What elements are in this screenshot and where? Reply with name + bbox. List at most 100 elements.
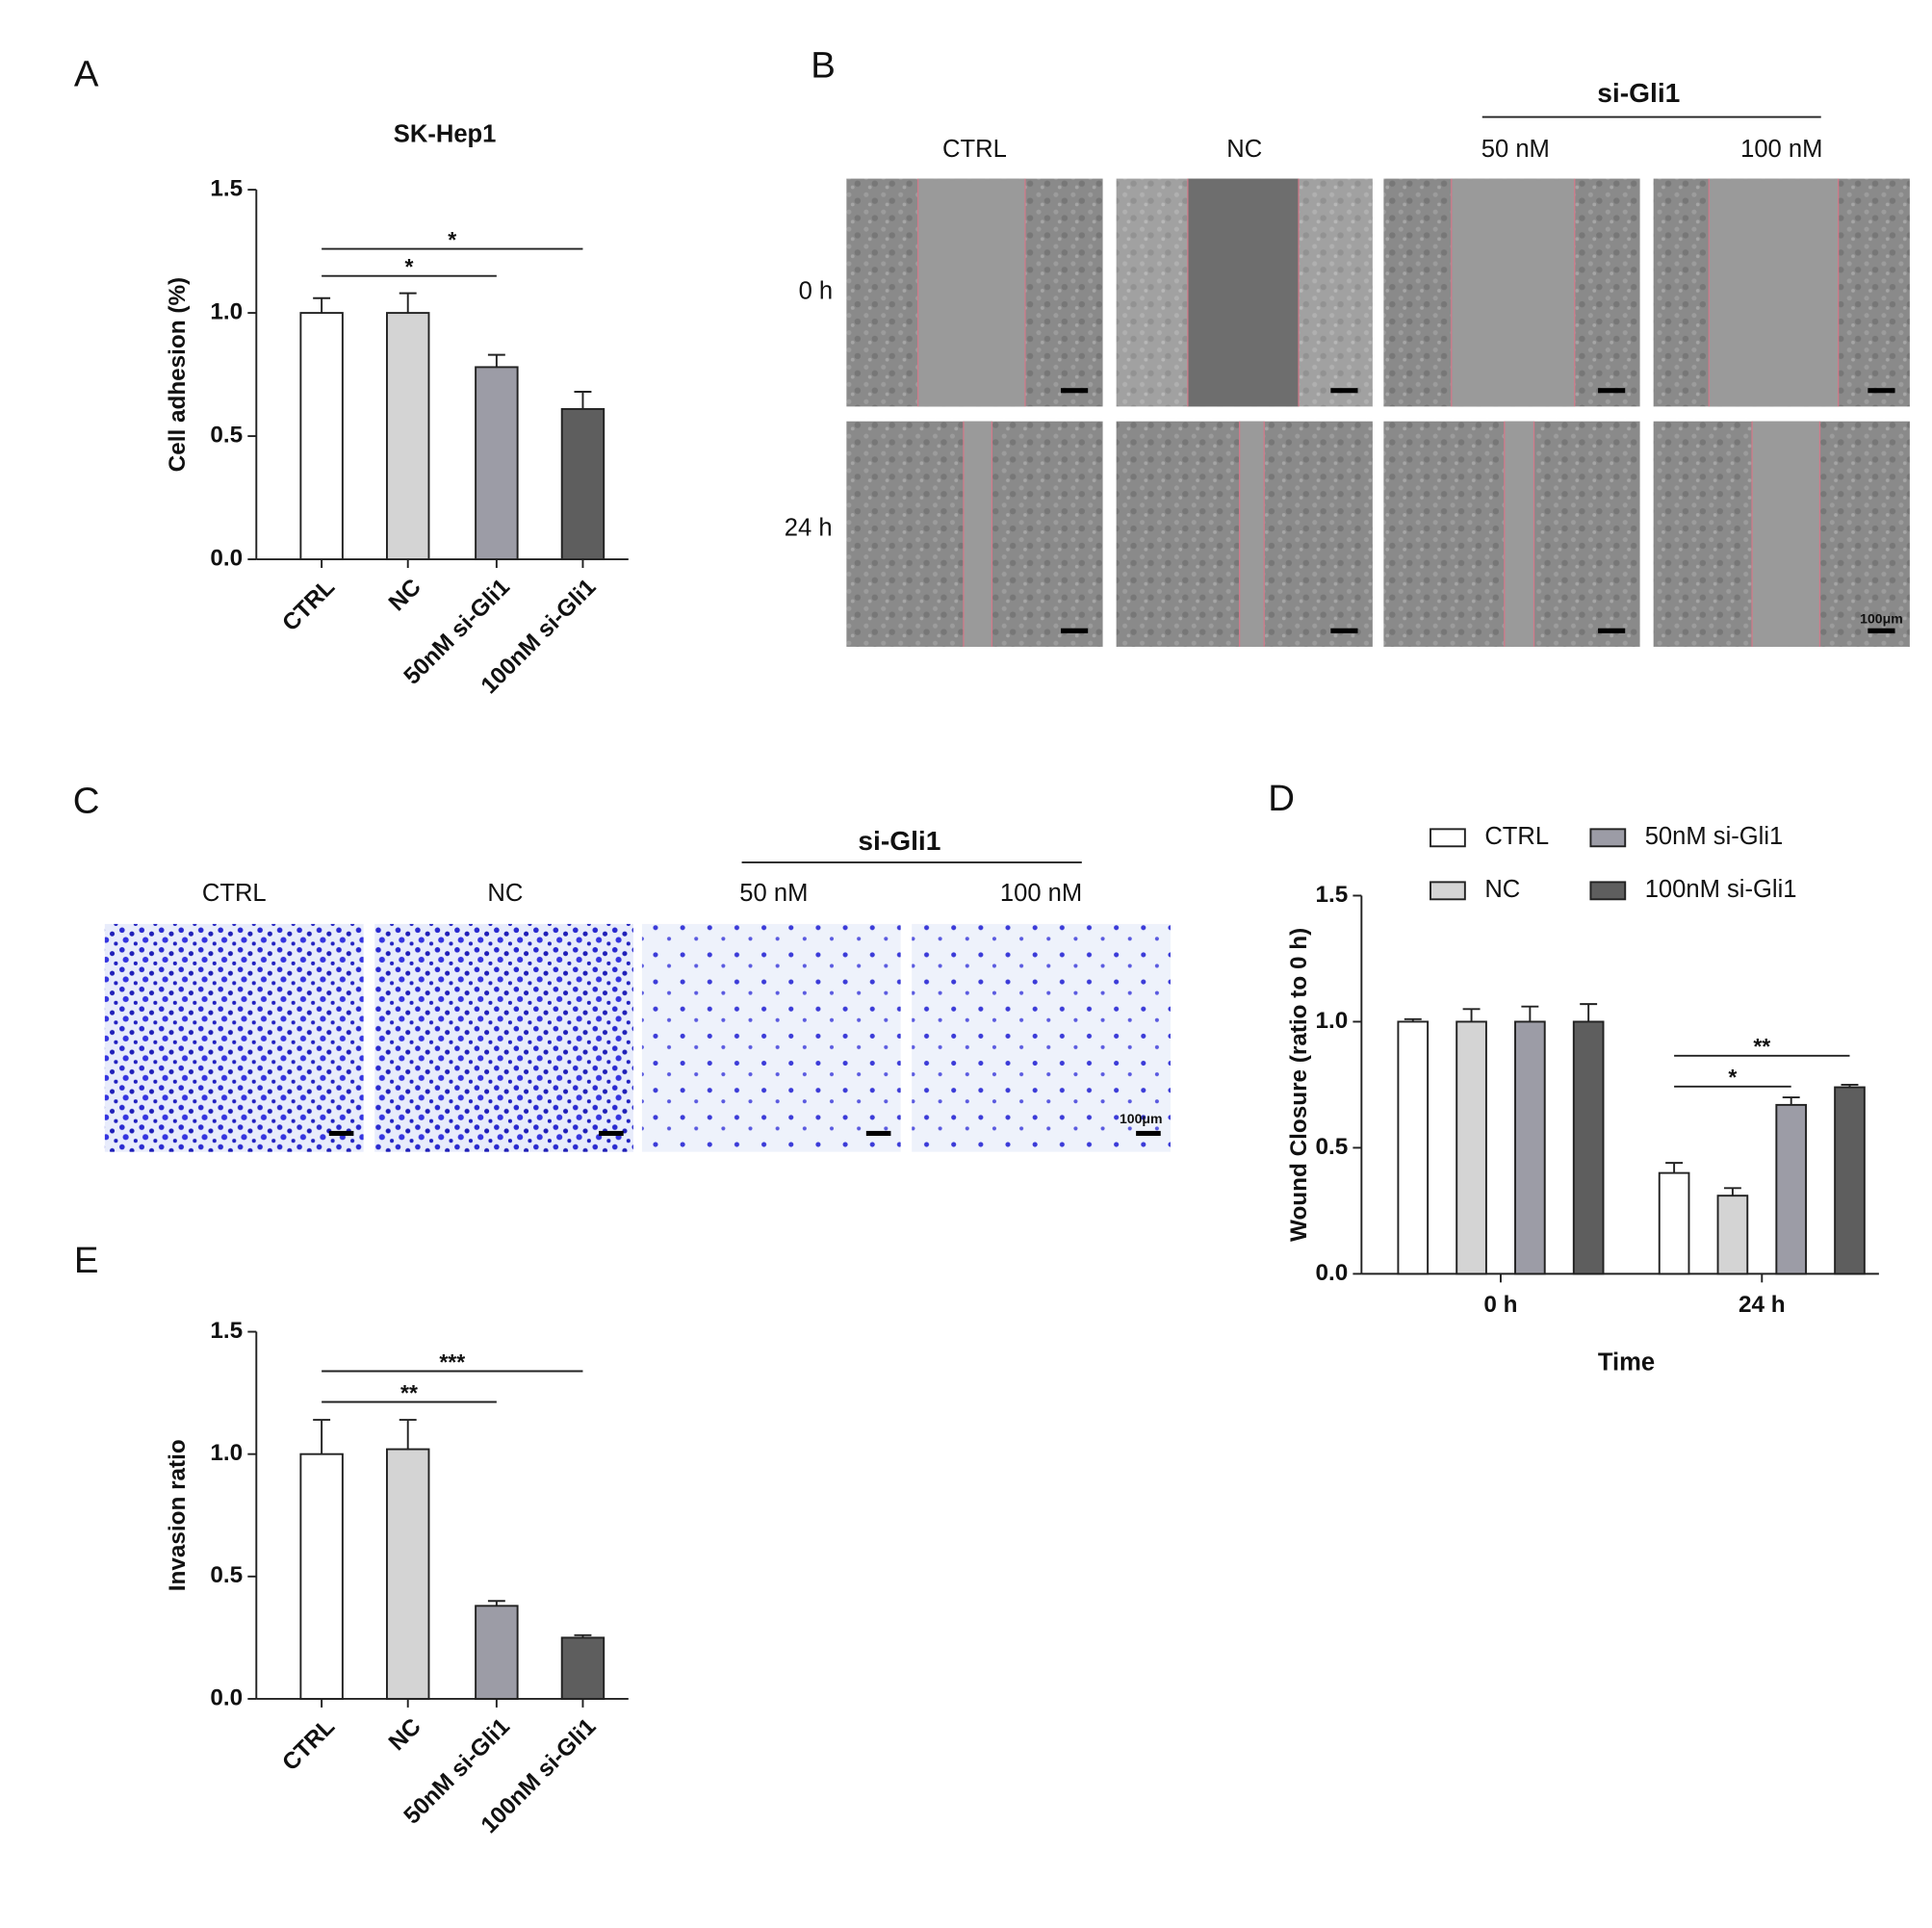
legend-label: 100nM si-Gli1 xyxy=(1645,876,1797,903)
bar xyxy=(560,407,605,561)
legend-swatch xyxy=(1589,881,1627,901)
error-bar xyxy=(1665,1162,1684,1173)
scale-bar xyxy=(1598,388,1626,394)
scale-bar xyxy=(865,1130,891,1137)
error-bar xyxy=(399,1419,417,1450)
y-tick-label: 0.0 xyxy=(210,1684,243,1710)
scale-label: 100μm xyxy=(1860,610,1903,626)
x-axis-label: Time xyxy=(1598,1350,1655,1376)
wound-gap xyxy=(963,421,992,647)
bar xyxy=(1572,1020,1605,1275)
scale-bar xyxy=(1330,628,1358,633)
column-label: NC xyxy=(487,880,523,907)
bar xyxy=(1397,1020,1430,1275)
error-bar xyxy=(1723,1187,1741,1196)
column-label: 100 nM xyxy=(1000,880,1082,907)
error-bar xyxy=(1580,1003,1598,1022)
scale-bar xyxy=(328,1130,354,1137)
panel-label: D xyxy=(1268,778,1295,819)
significance-label: ** xyxy=(1753,1034,1770,1059)
error-bar xyxy=(487,353,505,368)
wound-gap xyxy=(917,178,1025,407)
panel-label: A xyxy=(74,53,99,94)
scale-bar xyxy=(1598,628,1626,633)
x-tick-label: CTRL xyxy=(277,574,340,636)
error-bar xyxy=(1782,1096,1800,1105)
bar xyxy=(1658,1171,1690,1275)
y-axis-label: Cell adhesion (%) xyxy=(165,277,191,473)
y-tick-label: 1.0 xyxy=(210,1440,243,1466)
significance-label: * xyxy=(448,227,456,252)
column-label: 50 nM xyxy=(1481,136,1550,163)
bar xyxy=(560,1636,605,1700)
error-bar xyxy=(313,296,331,314)
bar xyxy=(1716,1195,1749,1275)
y-tick-label: 0.5 xyxy=(210,422,243,448)
column-label: CTRL xyxy=(202,880,267,907)
legend-swatch xyxy=(1430,881,1466,901)
y-tick-label: 1.5 xyxy=(210,176,243,202)
scale-bar xyxy=(1330,388,1358,394)
bar xyxy=(386,312,430,561)
panel-label: C xyxy=(73,781,100,822)
wound-gap xyxy=(1709,178,1839,407)
error-bar xyxy=(574,391,592,409)
scale-bar xyxy=(599,1130,624,1137)
column-label: 50 nM xyxy=(739,880,808,907)
legend-label: CTRL xyxy=(1484,823,1549,850)
bar xyxy=(386,1448,430,1700)
error-bar xyxy=(1404,1017,1422,1022)
group-label: si-Gli1 xyxy=(1597,78,1680,108)
x-tick-label: NC xyxy=(384,1713,426,1756)
error-bar xyxy=(1462,1008,1481,1022)
bar xyxy=(1514,1020,1546,1275)
panel-label: E xyxy=(74,1240,99,1281)
column-label: CTRL xyxy=(942,136,1007,163)
error-bar xyxy=(574,1633,592,1638)
bar xyxy=(299,312,344,561)
legend-swatch xyxy=(1589,828,1627,848)
wound-gap xyxy=(1239,421,1265,647)
row-label: 0 h xyxy=(799,278,834,305)
y-tick-label: 1.5 xyxy=(1315,882,1348,908)
legend-label: NC xyxy=(1484,876,1520,903)
error-bar xyxy=(399,292,417,314)
y-tick-label: 0.0 xyxy=(1315,1260,1348,1286)
micrograph xyxy=(104,923,364,1152)
group-label: si-Gli1 xyxy=(858,826,940,856)
chart-title: SK-Hep1 xyxy=(394,121,497,148)
bar xyxy=(1775,1103,1808,1275)
x-tick-label: 0 h xyxy=(1483,1292,1517,1318)
wound-gap xyxy=(1187,178,1300,407)
micrograph xyxy=(912,923,1171,1152)
wound-gap xyxy=(1752,421,1820,647)
significance-label: ** xyxy=(400,1380,418,1405)
y-axis-label: Invasion ratio xyxy=(165,1439,191,1591)
y-tick-label: 1.0 xyxy=(210,299,243,325)
x-tick-label: CTRL xyxy=(277,1713,340,1776)
row-label: 24 h xyxy=(785,514,833,541)
column-label: NC xyxy=(1226,136,1262,163)
scale-bar xyxy=(1061,388,1089,394)
y-tick-label: 0.0 xyxy=(210,545,243,571)
x-tick-label: 24 h xyxy=(1739,1292,1786,1318)
panel-label: B xyxy=(811,45,836,87)
y-tick-label: 1.5 xyxy=(210,1318,243,1344)
x-tick-label: NC xyxy=(384,574,426,616)
significance-label: *** xyxy=(439,1350,465,1375)
wound-gap xyxy=(1451,178,1575,407)
bar xyxy=(1834,1086,1866,1275)
y-axis-label: Wound Closure (ratio to 0 h) xyxy=(1286,928,1312,1242)
significance-label: * xyxy=(1728,1065,1737,1090)
error-bar xyxy=(487,1600,505,1607)
scale-bar xyxy=(1868,388,1895,394)
scale-bar xyxy=(1061,628,1089,633)
column-label: 100 nM xyxy=(1740,136,1822,163)
micrograph xyxy=(641,923,901,1152)
bar xyxy=(475,366,519,561)
scale-bar xyxy=(1868,628,1895,633)
error-bar xyxy=(1521,1005,1539,1022)
scale-label: 100μm xyxy=(1120,1111,1163,1126)
significance-label: * xyxy=(405,254,414,279)
